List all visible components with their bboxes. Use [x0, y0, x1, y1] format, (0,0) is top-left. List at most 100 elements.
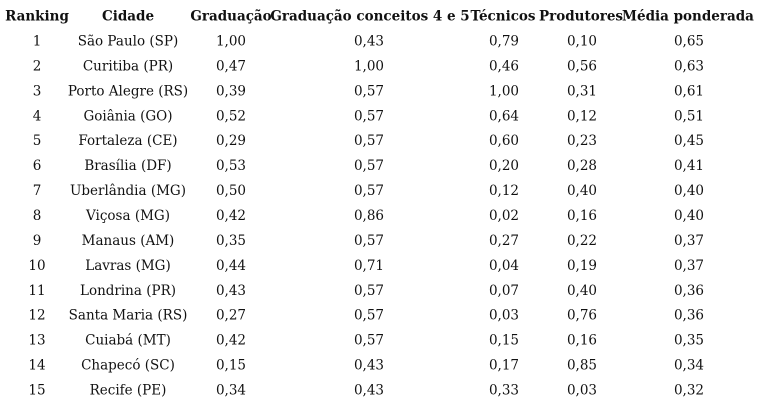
table-cell: 0,42 — [216, 333, 246, 349]
table-cell: 0,33 — [489, 383, 519, 399]
table-cell: Lavras (MG) — [85, 258, 171, 274]
table-cell: 0,17 — [489, 358, 519, 374]
table-cell: 0,27 — [489, 233, 519, 249]
column-header: Graduação conceitos 4 e 5 — [270, 9, 469, 25]
table-cell: São Paulo (SP) — [78, 34, 179, 50]
table-cell: 0,40 — [567, 283, 597, 299]
table-cell: 0,79 — [489, 34, 519, 50]
table-cell: 3 — [33, 83, 42, 99]
table-cell: 0,19 — [567, 258, 597, 274]
table-cell: 0,36 — [674, 308, 704, 324]
table-cell: 0,22 — [567, 233, 597, 249]
table-cell: 0,57 — [354, 158, 384, 174]
table-cell: 0,37 — [674, 233, 704, 249]
table-cell: Uberlândia (MG) — [70, 183, 186, 199]
table-cell: 0,12 — [567, 108, 597, 124]
table-cell: 0,03 — [567, 383, 597, 399]
table-cell: Cuiabá (MT) — [85, 333, 171, 349]
table-cell: 0,32 — [674, 383, 704, 399]
table-cell: 0,15 — [489, 333, 519, 349]
table-cell: 0,56 — [567, 58, 597, 74]
table-cell: 13 — [28, 333, 45, 349]
table-cell: 0,31 — [567, 83, 597, 99]
table-cell: 0,03 — [489, 308, 519, 324]
table-cell: 0,45 — [674, 133, 704, 149]
table-cell: 0,34 — [674, 358, 704, 374]
table-cell: 6 — [33, 158, 42, 174]
table-cell: 0,36 — [674, 283, 704, 299]
column-header: Média ponderada — [622, 9, 754, 25]
table-cell: 0,40 — [674, 183, 704, 199]
column-header: Cidade — [102, 9, 154, 25]
table-cell: Recife (PE) — [90, 383, 167, 399]
table-cell: Santa Maria (RS) — [69, 308, 188, 324]
table-cell: 0,15 — [216, 358, 246, 374]
table-cell: Londrina (PR) — [80, 283, 176, 299]
column-header: Produtores — [539, 9, 623, 25]
table-cell: 1,00 — [354, 58, 384, 74]
table-cell: 0,20 — [489, 158, 519, 174]
table-cell: 0,53 — [216, 158, 246, 174]
table-cell: 0,57 — [354, 133, 384, 149]
table-cell: 0,71 — [354, 258, 384, 274]
table-cell: Viçosa (MG) — [85, 208, 170, 224]
table-cell: 0,47 — [216, 58, 246, 74]
table-cell: Porto Alegre (RS) — [68, 83, 188, 99]
table-cell: 0,51 — [674, 108, 704, 124]
table-cell: 0,29 — [216, 133, 246, 149]
table-cell: 0,10 — [567, 34, 597, 50]
table-cell: 0,57 — [354, 308, 384, 324]
table-cell: 0,65 — [674, 34, 704, 50]
table-cell: 10 — [28, 258, 45, 274]
table-cell: 0,28 — [567, 158, 597, 174]
table-cell: 0,23 — [567, 133, 597, 149]
table-cell: 0,64 — [489, 108, 519, 124]
table-cell: 0,39 — [216, 83, 246, 99]
table-cell: 0,43 — [354, 383, 384, 399]
table-cell: 11 — [28, 283, 45, 299]
table-cell: 0,42 — [216, 208, 246, 224]
table-cell: 0,43 — [354, 34, 384, 50]
table-cell: 15 — [28, 383, 45, 399]
table-cell: 9 — [33, 233, 42, 249]
table-cell: 0,76 — [567, 308, 597, 324]
table-cell: 2 — [33, 58, 42, 74]
table-cell: 0,07 — [489, 283, 519, 299]
table-cell: 0,85 — [567, 358, 597, 374]
table-cell: Manaus (AM) — [82, 233, 175, 249]
table-cell: 0,52 — [216, 108, 246, 124]
table-cell: 7 — [33, 183, 42, 199]
table-cell: 5 — [33, 133, 42, 149]
table-cell: Chapecó (SC) — [81, 358, 175, 374]
table-cell: 1 — [33, 34, 42, 50]
table-cell: 1,00 — [489, 83, 519, 99]
table-cell: 0,40 — [567, 183, 597, 199]
table-cell: 0,40 — [674, 208, 704, 224]
table-cell: 0,12 — [489, 183, 519, 199]
table-cell: 0,57 — [354, 83, 384, 99]
table-cell: 12 — [28, 308, 45, 324]
table-cell: 0,35 — [674, 333, 704, 349]
table-cell: Curitiba (PR) — [83, 58, 173, 74]
table-cell: 8 — [33, 208, 42, 224]
table-cell: Brasília (DF) — [84, 158, 171, 174]
table-cell: 0,57 — [354, 183, 384, 199]
table-cell: 0,37 — [674, 258, 704, 274]
table-cell: 0,43 — [216, 283, 246, 299]
table-cell: 0,35 — [216, 233, 246, 249]
table-cell: Fortaleza (CE) — [78, 133, 177, 149]
table-cell: 0,02 — [489, 208, 519, 224]
table-cell: 0,43 — [354, 358, 384, 374]
table-cell: 0,04 — [489, 258, 519, 274]
table-cell: 14 — [28, 358, 45, 374]
table-cell: 0,16 — [567, 208, 597, 224]
table-cell: 0,27 — [216, 308, 246, 324]
table-cell: 0,46 — [489, 58, 519, 74]
table-cell: 0,44 — [216, 258, 246, 274]
table-cell: 0,63 — [674, 58, 704, 74]
table-cell: 0,57 — [354, 283, 384, 299]
column-header: Graduação — [190, 9, 271, 25]
table-cell: Goiânia (GO) — [83, 108, 172, 124]
table-cell: 0,57 — [354, 233, 384, 249]
